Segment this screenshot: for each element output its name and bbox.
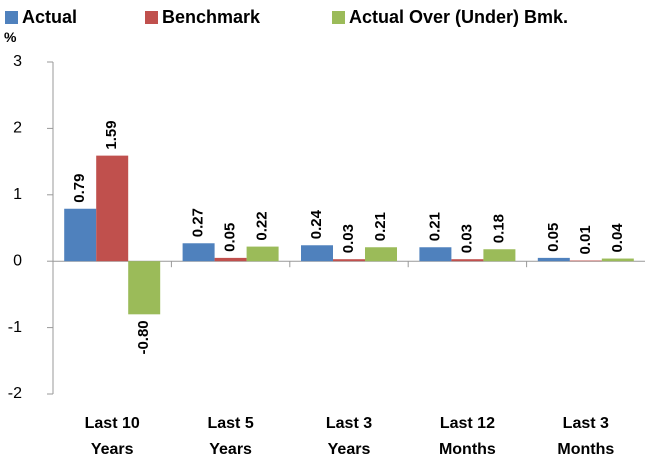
bar xyxy=(537,257,570,262)
value-label: 0.01 xyxy=(577,225,594,254)
bar xyxy=(451,259,484,262)
x-tick-label: Last 3 Years xyxy=(326,415,372,458)
legend-label: Benchmark xyxy=(162,7,261,27)
legend-label: Actual Over (Under) Bmk. xyxy=(349,7,568,27)
y-tick-label: -1 xyxy=(8,319,22,336)
bar xyxy=(214,257,247,262)
bar xyxy=(483,249,516,262)
bar xyxy=(128,261,161,315)
y-tick-label: -2 xyxy=(8,385,22,402)
bar xyxy=(301,245,333,262)
x-tick-label: Last 10 Years xyxy=(85,415,140,458)
legend-label: Actual xyxy=(22,7,77,27)
value-label: 0.21 xyxy=(426,212,443,241)
value-label: -0.80 xyxy=(135,320,152,354)
value-label: 0.79 xyxy=(71,174,88,203)
bar xyxy=(601,258,634,262)
y-tick-label: 3 xyxy=(13,53,22,70)
y-axis-label: % xyxy=(4,29,17,45)
bar xyxy=(419,247,452,262)
bar xyxy=(365,247,397,262)
value-label: 0.27 xyxy=(190,208,207,237)
value-label: 1.59 xyxy=(103,120,120,149)
y-tick-label: 2 xyxy=(13,120,22,137)
legend-swatch xyxy=(145,11,158,24)
y-tick-label: 1 xyxy=(13,186,22,203)
x-tick-label: Last 12 Months xyxy=(439,415,496,458)
value-label: 0.24 xyxy=(308,209,325,239)
value-label: 0.05 xyxy=(545,223,562,252)
bar xyxy=(246,246,279,262)
x-tick-label: Last 3 Months xyxy=(557,415,614,458)
legend-swatch xyxy=(332,11,345,24)
value-label: 0.05 xyxy=(222,223,239,252)
bar xyxy=(333,259,365,262)
x-tick-label: Last 5 Years xyxy=(207,415,253,458)
bar xyxy=(569,260,602,262)
legend-swatch xyxy=(5,11,18,24)
value-label: 0.18 xyxy=(490,214,507,243)
value-label: 0.04 xyxy=(609,223,626,253)
value-label: 0.03 xyxy=(340,224,357,253)
bar xyxy=(64,208,97,262)
bar xyxy=(96,155,129,262)
bar xyxy=(182,243,215,262)
value-label: 0.22 xyxy=(254,211,271,240)
value-label: 0.21 xyxy=(372,212,389,241)
y-tick-label: 0 xyxy=(13,252,22,269)
value-label: 0.03 xyxy=(458,224,475,253)
